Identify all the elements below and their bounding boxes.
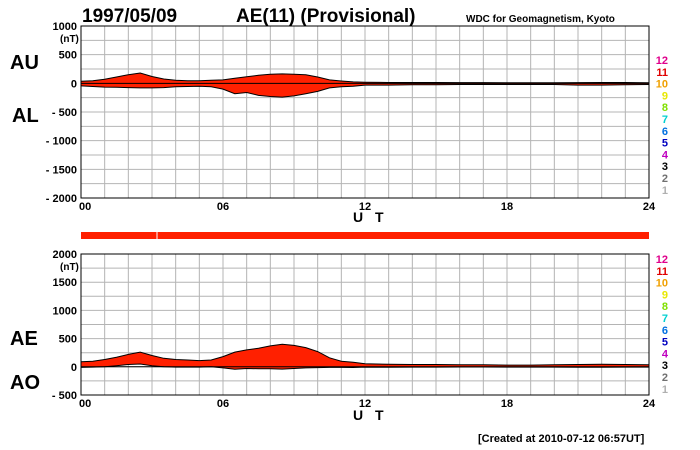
scale-label: 10 bbox=[656, 79, 668, 91]
x-tick-label: 12 bbox=[359, 201, 371, 213]
y-tick-label: 500 bbox=[59, 50, 77, 62]
scale-label: 12 bbox=[656, 55, 668, 67]
y-tick-label: - 500 bbox=[52, 390, 77, 402]
y-tick-label: 0 bbox=[71, 362, 77, 374]
x-tick-label: 18 bbox=[501, 398, 513, 410]
y-tick-label: 500 bbox=[59, 334, 77, 346]
x-tick-label: 00 bbox=[79, 201, 91, 213]
scale-label: 5 bbox=[662, 138, 668, 150]
scale-label: 2 bbox=[662, 173, 668, 185]
scale-label: 10 bbox=[656, 278, 668, 290]
scale-label: 11 bbox=[656, 67, 668, 79]
scale-label: 6 bbox=[662, 325, 668, 337]
scale-label: 1 bbox=[662, 185, 668, 197]
scale-label: 9 bbox=[662, 90, 668, 102]
scale-label: 4 bbox=[662, 348, 669, 360]
x-tick-label: 18 bbox=[501, 201, 513, 213]
x-tick-label: 00 bbox=[79, 398, 91, 410]
y-tick-label: - 2000 bbox=[46, 193, 77, 205]
ae-ao-unit: (nT) bbox=[60, 262, 79, 273]
scale-label: 5 bbox=[662, 337, 668, 349]
scale-label: 2 bbox=[662, 372, 668, 384]
ae-ao-frame bbox=[80, 253, 650, 396]
au-al-y-ticks: 1000 500 0 - 500 - 1000 - 1500 - 2000 bbox=[46, 21, 77, 205]
scale-label: 6 bbox=[662, 126, 668, 138]
scale-label: 7 bbox=[662, 313, 668, 325]
index-title: AE(11) (Provisional) bbox=[236, 6, 416, 27]
ae-label: AE bbox=[10, 328, 38, 350]
au-al-grid bbox=[81, 26, 649, 198]
x-tick-label: 24 bbox=[643, 398, 656, 410]
series-al-line bbox=[80, 84, 650, 98]
scale-label: 1 bbox=[662, 384, 668, 396]
date-title: 1997/05/09 bbox=[82, 6, 177, 27]
scale-label: 8 bbox=[662, 301, 668, 313]
y-tick-label: - 1500 bbox=[46, 164, 77, 176]
au-al-unit: (nT) bbox=[60, 34, 79, 45]
area-fill bbox=[81, 344, 649, 370]
ae-ao-y-ticks: 2000 1500 1000 500 0 - 500 bbox=[52, 249, 77, 402]
y-tick-label: 1000 bbox=[53, 305, 77, 317]
y-tick-label: - 1000 bbox=[46, 136, 77, 148]
ae-ao-x-ticks: 00 06 12 18 24 bbox=[79, 398, 656, 410]
y-tick-label: - 500 bbox=[52, 107, 77, 119]
scale-label: 4 bbox=[662, 149, 669, 161]
x-tick-label: 12 bbox=[359, 398, 371, 410]
data-quality-bar bbox=[81, 232, 649, 239]
scale-label: 3 bbox=[662, 161, 668, 173]
ae-ao-area bbox=[80, 343, 650, 370]
scale-label: 11 bbox=[656, 266, 668, 278]
organization-label: WDC for Geomagnetism, Kyoto bbox=[466, 14, 615, 25]
scale-label: 7 bbox=[662, 114, 668, 126]
au-al-x-axis-label: U T bbox=[353, 209, 388, 225]
series-ae-line bbox=[80, 343, 650, 366]
ao-label: AO bbox=[10, 372, 40, 394]
x-tick-label: 24 bbox=[643, 201, 656, 213]
scale-label: 12 bbox=[656, 254, 668, 266]
scale-label: 3 bbox=[662, 360, 668, 372]
y-tick-label: 1500 bbox=[53, 277, 77, 289]
scale-label: 8 bbox=[662, 102, 668, 114]
au-al-x-ticks: 00 06 12 18 24 bbox=[79, 201, 656, 213]
au-al-frame bbox=[80, 25, 650, 199]
au-label: AU bbox=[10, 52, 39, 74]
y-tick-label: 2000 bbox=[53, 249, 77, 261]
x-tick-label: 06 bbox=[217, 398, 229, 410]
scale-label: 9 bbox=[662, 289, 668, 301]
series-au-line bbox=[80, 72, 650, 84]
y-tick-label: 1000 bbox=[53, 21, 77, 33]
au-al-area bbox=[80, 72, 650, 98]
al-label: AL bbox=[12, 105, 39, 127]
x-tick-label: 06 bbox=[217, 201, 229, 213]
created-timestamp: [Created at 2010-07-12 06:57UT] bbox=[478, 433, 645, 445]
ae-ao-grid bbox=[81, 254, 649, 395]
ae-ao-x-axis-label: U T bbox=[353, 407, 388, 423]
y-tick-label: 0 bbox=[71, 78, 77, 90]
